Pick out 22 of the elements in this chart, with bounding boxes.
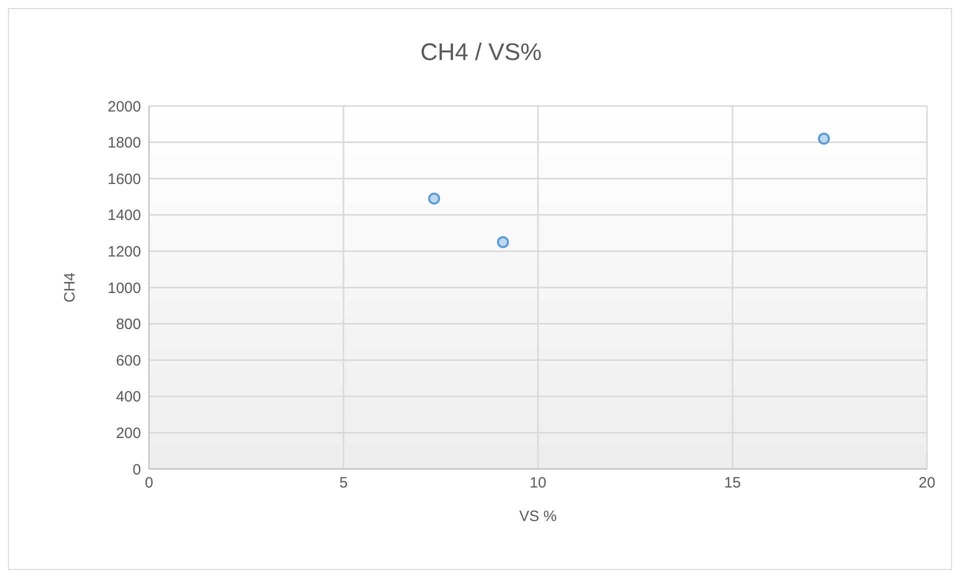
chart-title: CH4 / VS% <box>419 39 543 67</box>
x-tick-label: 0 <box>144 474 154 492</box>
y-tick-label: 800 <box>116 316 141 334</box>
y-tick-label: 1200 <box>108 244 141 261</box>
y-axis-title: CH4 <box>61 272 78 303</box>
y-tick-label: 1400 <box>108 207 141 224</box>
point <box>496 236 509 248</box>
y-tick-label: 200 <box>116 425 141 442</box>
x-tick-label: 20 <box>918 474 936 492</box>
x-tick-label: 10 <box>530 474 546 492</box>
x-tick-label: 15 <box>724 474 741 492</box>
y-tick-label: 2000 <box>108 98 141 116</box>
x-tick-label: 5 <box>339 474 348 492</box>
y-tick-label: 1000 <box>108 280 141 297</box>
x-axis-title: VS % <box>519 508 557 525</box>
point <box>818 132 830 145</box>
point <box>428 192 440 205</box>
y-tick-label: 400 <box>116 388 141 406</box>
y-tick-label: 1600 <box>108 170 141 188</box>
y-tick-label: 0 <box>132 461 141 478</box>
y-tick-label: 1800 <box>108 134 141 152</box>
y-tick-label: 600 <box>116 352 141 370</box>
